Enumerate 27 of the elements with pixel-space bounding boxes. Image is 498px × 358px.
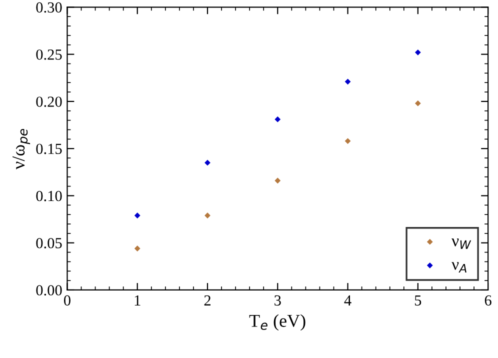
y-tick-label: 0.15 [36, 144, 62, 154]
legend-label: ν$_{A}$ [452, 262, 466, 272]
point [134, 246, 140, 252]
x-tick-label: 1 [134, 295, 140, 306]
x-tick-label: 2 [204, 295, 210, 306]
point [414, 49, 421, 56]
point [414, 100, 421, 106]
x-tick-label: 6 [484, 295, 492, 306]
y-tick-label: 0.05 [36, 238, 62, 248]
y-tick-label: 0.20 [36, 96, 62, 107]
y-tick-label: 0.10 [36, 190, 62, 202]
y-tick-label: 0.25 [36, 49, 62, 60]
y-tick-label: 0.30 [36, 2, 62, 13]
point [344, 78, 351, 85]
x-axis-title: T$_{e}$ (eV) [249, 314, 306, 331]
x-tick-label: 0 [64, 295, 70, 306]
point [204, 160, 210, 166]
point [274, 178, 281, 184]
y-tick-label: 0.00 [36, 285, 62, 296]
point [344, 138, 351, 144]
point [274, 116, 281, 122]
legend-label: ν$_{W}$ [452, 238, 472, 249]
x-tick-label: 3 [274, 295, 281, 306]
point [134, 212, 140, 218]
x-tick-label: 4 [344, 295, 352, 306]
x-tick-label: 5 [414, 295, 422, 306]
y-axis-title: ν/ω$_{pe}$ [12, 128, 30, 170]
